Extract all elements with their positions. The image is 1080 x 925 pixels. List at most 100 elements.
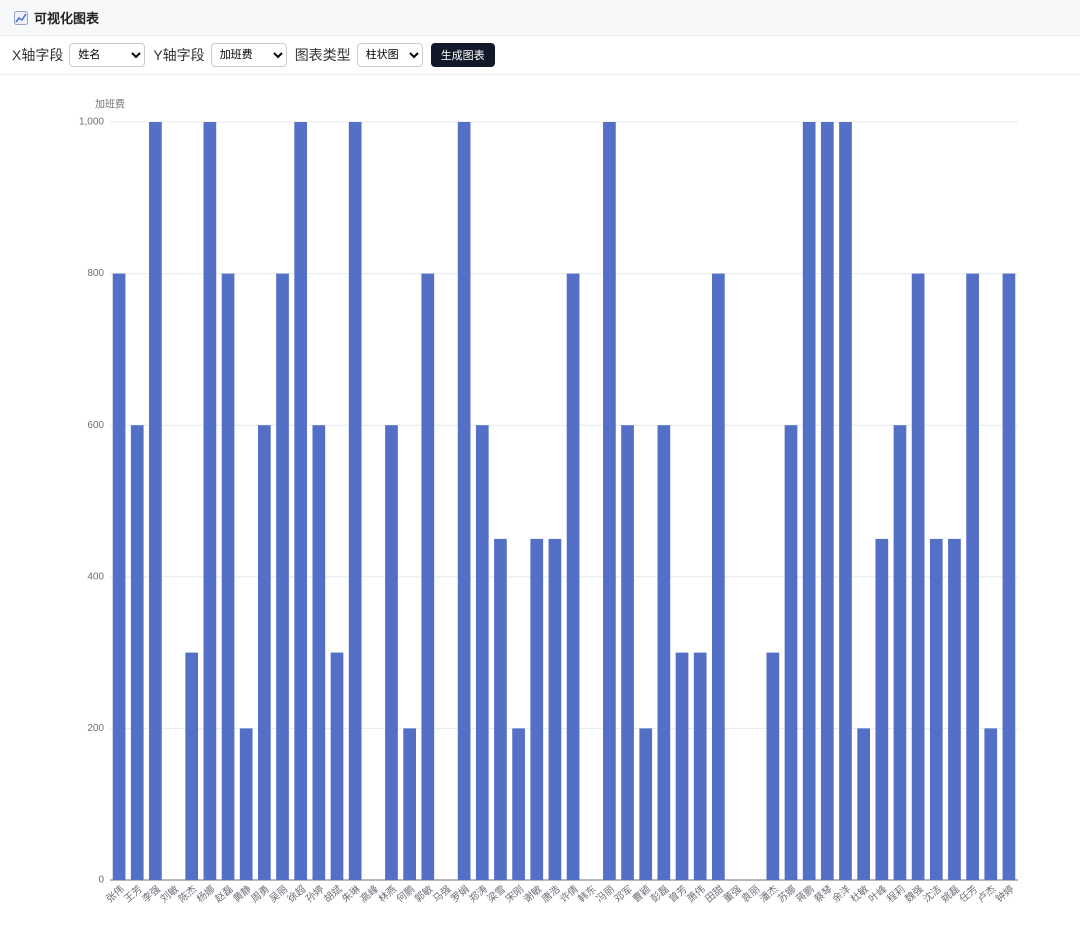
- bar: [185, 652, 199, 880]
- y-tick-label: 600: [87, 420, 104, 431]
- x-tick-label: 卢杰: [975, 882, 999, 905]
- x-tick-label: 王芳: [121, 882, 145, 905]
- bar: [494, 538, 507, 880]
- x-tick-label: 宋刚: [503, 882, 527, 905]
- bar: [330, 652, 344, 880]
- bar: [802, 122, 816, 880]
- x-tick-label: 郭敏: [412, 882, 436, 905]
- chart-type-label: 图表类型: [294, 47, 351, 63]
- chart-type-select[interactable]: 柱状图: [356, 43, 423, 67]
- bar: [875, 538, 889, 880]
- bar: [239, 728, 253, 880]
- x-tick-label: 萧伟: [684, 882, 708, 905]
- bar: [675, 652, 689, 880]
- x-tick-label: 罗娟: [448, 882, 472, 905]
- bar: [984, 728, 998, 880]
- generate-button[interactable]: 生成图表: [430, 43, 495, 67]
- x-tick-label: 董强: [720, 882, 744, 905]
- x-tick-label: 叶峰: [866, 883, 889, 905]
- x-tick-label: 蔡琴: [811, 882, 835, 905]
- bar: [784, 425, 798, 880]
- header: 可视化图表: [0, 0, 1080, 36]
- bar: [603, 122, 616, 880]
- bar: [1002, 273, 1016, 881]
- x-tick-label: 余洋: [829, 882, 853, 905]
- bar: [621, 425, 634, 880]
- x-tick-label: 林燕: [375, 882, 399, 905]
- x-tick-label: 邓军: [612, 883, 635, 905]
- x-tick-label: 陈杰: [176, 882, 200, 905]
- x-tick-label: 冯丽: [594, 883, 617, 905]
- x-tick-label: 谢敏: [521, 882, 545, 905]
- bar: [929, 538, 943, 880]
- x-tick-label: 梁雪: [484, 882, 508, 905]
- x-tick-label: 韩东: [575, 882, 599, 905]
- chart: 加班费 0 200 400 600 800 1,000 张伟王芳李强刘敏陈杰杨娜赵磊黄静周勇…: [79, 98, 1018, 905]
- x-tick-label: 马强: [431, 883, 454, 905]
- bar: [149, 122, 162, 880]
- bar: [403, 728, 416, 880]
- bar: [966, 273, 979, 881]
- toolbar: X轴字段 姓名 Y轴字段 加班费 图表类型 柱状图 生成图表: [0, 36, 1080, 75]
- x-tick-label: 吴丽: [267, 883, 290, 905]
- x-tick-label: 姚磊: [938, 882, 962, 905]
- bar: [276, 273, 289, 881]
- bar: [294, 122, 308, 880]
- x-tick-label: 曾芳: [666, 882, 690, 905]
- x-tick-label: 李强: [139, 882, 163, 905]
- x-field-label: X轴字段: [12, 47, 64, 63]
- bar: [911, 273, 925, 881]
- y-tick-label: 200: [87, 723, 104, 734]
- x-tick-label: 何鹏: [394, 882, 418, 905]
- x-tick-label: 朱琳: [340, 883, 363, 905]
- bar: [457, 122, 471, 880]
- x-tick-label: 曹颖: [630, 882, 654, 905]
- bar: [693, 652, 707, 880]
- bar: [312, 425, 326, 880]
- x-field-select[interactable]: 姓名: [69, 43, 146, 67]
- bar: [712, 273, 725, 881]
- y-tick-label: 0: [98, 875, 104, 886]
- x-tick-label: 赵磊: [212, 882, 236, 905]
- bar: [948, 538, 961, 880]
- x-tick-label: 胡斌: [321, 882, 345, 905]
- bar: [530, 538, 544, 880]
- bar: [548, 538, 562, 880]
- x-tick-label: 苏娜: [775, 882, 799, 905]
- x-tick-label: 杨娜: [194, 882, 218, 905]
- bar: [820, 122, 834, 880]
- y-tick-label: 1,000: [79, 117, 104, 128]
- x-tick-label: 任芳: [957, 882, 981, 905]
- bar: [130, 425, 144, 880]
- y-tick-label: 800: [87, 268, 104, 279]
- x-tick-label: 彭磊: [648, 882, 672, 905]
- x-tick-label: 郑涛: [466, 882, 490, 905]
- bar: [348, 122, 362, 880]
- x-tick-label: 潘杰: [757, 883, 780, 905]
- x-tick-label: 钟婷: [993, 882, 1017, 905]
- x-tick-label: 蒋鹏: [793, 882, 817, 905]
- x-tick-label: 徐超: [285, 882, 309, 905]
- chart-icon: [14, 10, 28, 25]
- bar: [258, 425, 271, 880]
- x-tick-label: 程莉: [885, 883, 908, 905]
- bar: [385, 425, 398, 880]
- bar: [112, 273, 126, 881]
- x-tick-label: 孙婷: [303, 882, 327, 905]
- bar: [221, 273, 235, 881]
- bar: [203, 122, 217, 880]
- y-field-select[interactable]: 加班费: [210, 43, 287, 67]
- x-tick-label: 袁丽: [739, 883, 762, 905]
- x-tick-label: 田甜: [702, 882, 726, 905]
- bar: [893, 425, 907, 880]
- bar: [657, 425, 671, 880]
- x-tick-label: 张伟: [103, 882, 127, 905]
- x-tick-label: 高峰: [357, 882, 381, 905]
- x-tick-label: 唐浩: [539, 882, 563, 905]
- bar: [639, 728, 653, 880]
- x-tick-label: 刘敏: [158, 882, 182, 905]
- y-tick-label: 400: [87, 571, 104, 582]
- x-tick-label: 沈洁: [920, 882, 944, 905]
- y-field-label: Y轴字段: [153, 47, 205, 63]
